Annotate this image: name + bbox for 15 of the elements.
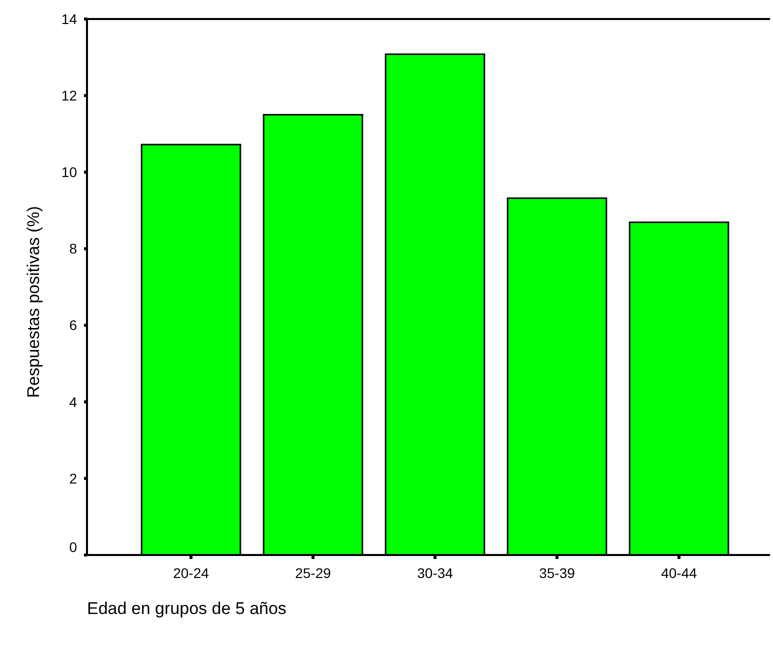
- y-tick-label: 4: [69, 394, 78, 410]
- x-tick-label: 20-24: [173, 564, 210, 581]
- x-axis-title: Edad en grupos de 5 años: [87, 598, 286, 618]
- y-tick-label: 14: [61, 10, 78, 27]
- y-axis-title: Respuestas positivas (%): [24, 206, 43, 398]
- y-tick-label: 10: [61, 164, 78, 180]
- y-tick-label: 2: [69, 470, 78, 486]
- x-tick-label: 35-39: [539, 564, 576, 581]
- x-tick-label: 40-44: [661, 564, 698, 581]
- y-tick-label: 8: [69, 240, 78, 257]
- x-tick-label: 30-34: [417, 564, 454, 581]
- y-tick-label: 0: [69, 538, 78, 555]
- y-tick-label: 12: [61, 87, 78, 104]
- y-tick-label: 6: [69, 317, 78, 334]
- x-tick-label: 25-29: [295, 564, 332, 581]
